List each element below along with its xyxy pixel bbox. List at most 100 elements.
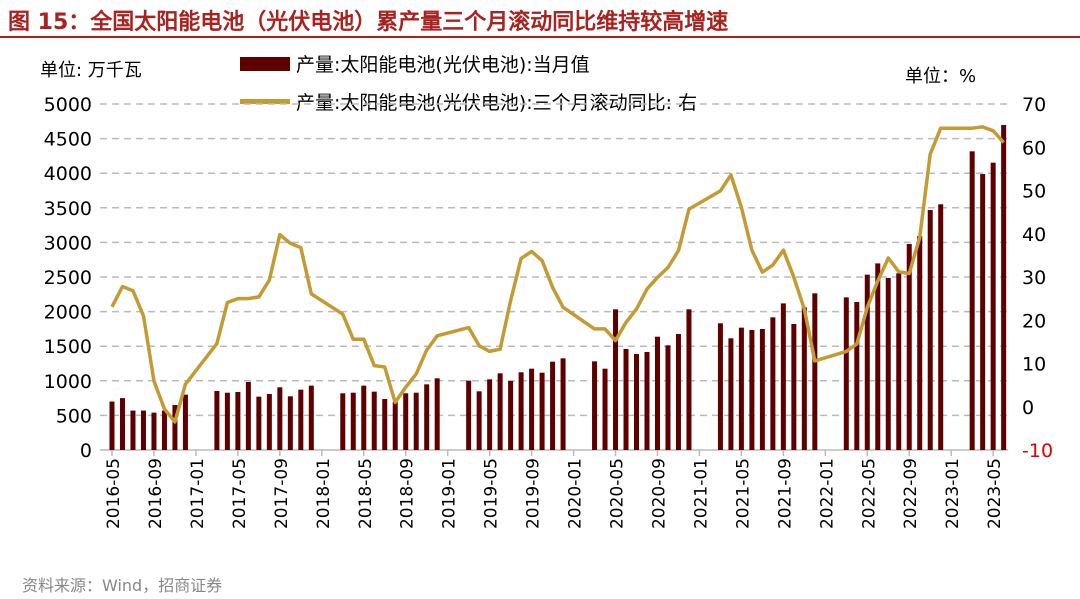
x-tick-label: 2021-09 [775,458,795,529]
x-tick-label: 2016-09 [146,458,166,529]
bar-2016-12 [182,394,188,450]
source-note: 资料来源：Wind，招商证券 [22,576,223,595]
y-right-tick-label: 40 [1022,224,1046,246]
y-left-tick-label: 1000 [44,371,92,393]
bar-2021-08 [770,317,776,450]
bar-2017-12 [308,385,314,450]
bar-2022-12 [938,204,944,450]
y-right-tick-label: 20 [1022,310,1046,332]
bar-2017-05 [235,392,241,450]
legend-line-label: 产量:太阳能电池(光伏电池):三个月滚动同比: 右 [296,92,698,114]
x-tick-label: 2017-05 [230,458,250,529]
bar-2018-07 [382,398,388,450]
bar-2018-08 [392,401,398,450]
bar-2019-11 [550,361,556,450]
bar-2019-09 [529,368,535,450]
bar-2022-07 [885,277,891,450]
legend-bar-swatch [240,56,290,71]
bar-2017-07 [256,396,262,450]
x-tick-label: 2022-09 [901,458,921,529]
title-divider [0,36,1080,38]
bar-2018-04 [350,392,356,450]
bar-2023-04 [980,174,986,450]
bar-2018-05 [361,385,367,450]
yoy-line-series [110,125,1005,424]
legend-line-swatch [240,99,290,104]
x-tick-label: 2019-05 [482,458,502,529]
x-tick-label: 2019-01 [440,458,460,529]
bar-2020-11 [675,334,681,450]
bar-2017-08 [266,394,272,450]
bar-2021-09 [780,303,786,450]
y-right-tick-label: 30 [1022,267,1046,289]
bar-2016-07 [130,410,136,450]
bar-2018-12 [434,378,440,450]
bar-2018-06 [371,391,377,450]
x-tick-label: 2021-05 [733,458,753,529]
left-axis-unit: 单位: 万千瓦 [40,60,142,81]
legend-bar-label: 产量:太阳能电池(光伏电池):当月值 [296,54,590,76]
bar-2023-03 [969,151,975,450]
bar-2020-05 [613,309,619,450]
bar-2019-10 [539,372,545,450]
y-right-tick-label: 60 [1022,137,1046,159]
y-right-tick-label: 10 [1022,354,1046,376]
bar-2016-11 [172,405,178,450]
legend-item-line: 产量:太阳能电池(光伏电池):三个月滚动同比: 右 [240,88,697,115]
x-tick-label: 2017-01 [188,458,208,529]
y-left-tick-label: 4500 [44,129,92,151]
bar-2021-06 [749,330,755,450]
bar-2018-10 [413,392,419,450]
bar-2019-06 [497,373,503,450]
bar-2019-12 [560,358,566,450]
bar-2022-04 [854,301,860,450]
bar-2017-09 [277,387,283,450]
y-left-tick-label: 1500 [44,336,92,358]
bar-2017-11 [298,389,304,450]
bar-2018-11 [424,384,430,450]
bar-2021-03 [717,323,723,450]
x-tick-label: 2018-05 [356,458,376,529]
y-left-tick-label: 500 [56,405,92,427]
x-tick-label: 2022-01 [817,458,837,529]
bar-2021-05 [738,327,744,450]
chart-title: 图 15：全国太阳能电池（光伏电池）累产量三个月滚动同比维持较高增速 [8,10,729,35]
bar-2016-08 [140,410,146,450]
bar-2017-04 [224,392,230,450]
bar-2021-11 [801,307,807,450]
y-left-tick-label: 2500 [44,267,92,289]
bar-2023-06 [1001,124,1007,451]
y-left-tick-label: 5000 [44,94,92,116]
x-tick-label: 2018-01 [314,458,334,529]
bar-2018-09 [403,393,409,450]
bar-2019-07 [508,381,514,450]
x-tick-label: 2023-05 [985,458,1005,529]
bar-2021-07 [759,328,765,450]
bar-2017-06 [245,381,251,450]
y-left-tick-label: 4000 [44,163,92,185]
bar-2020-06 [623,348,629,450]
right-axis-unit: 单位：% [905,66,977,87]
bar-2019-04 [476,391,482,450]
bar-2021-10 [791,323,797,450]
x-tick-label: 2023-01 [943,458,963,529]
bar-2016-10 [161,410,167,450]
y-right-tick-label: 70 [1022,94,1046,116]
bar-2020-10 [665,345,671,450]
y-right-tick-label: -10 [1022,440,1053,462]
bar-2020-08 [644,352,650,450]
x-tick-label: 2022-05 [859,458,879,529]
x-tick-label: 2020-09 [649,458,669,529]
bar-2020-04 [602,368,608,450]
y-left-tick-label: 3000 [44,232,92,254]
x-tick-label: 2020-05 [608,458,628,529]
x-tick-label: 2019-09 [524,458,544,529]
bar-2020-09 [654,336,660,450]
bar-2020-03 [592,361,598,450]
bar-2019-08 [518,372,524,450]
bar-2021-04 [728,338,734,450]
bar-2022-09 [906,243,912,450]
bar-2017-10 [287,396,293,450]
y-right-tick-label: 50 [1022,181,1046,203]
